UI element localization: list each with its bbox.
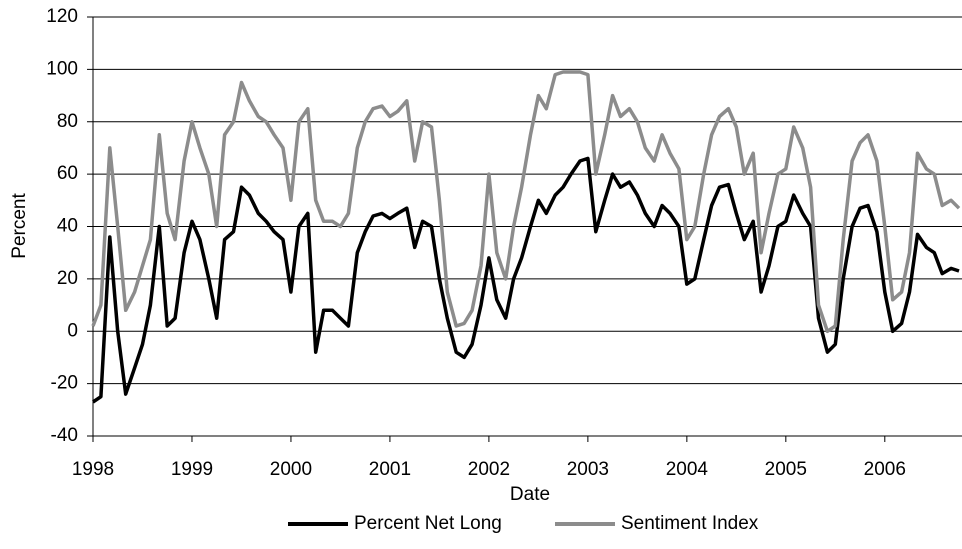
x-tick-label: 2005 xyxy=(765,459,807,480)
y-tick-label: 120 xyxy=(46,6,78,27)
legend-label: Sentiment Index xyxy=(621,513,759,534)
y-tick-label: 40 xyxy=(57,216,78,237)
y-tick-label: 0 xyxy=(67,320,78,341)
x-tick-label: 1998 xyxy=(72,459,114,480)
legend-label: Percent Net Long xyxy=(354,513,502,534)
y-tick-label: 80 xyxy=(57,111,78,132)
x-axis-label: Date xyxy=(510,484,550,505)
x-tick-label: 1999 xyxy=(171,459,213,480)
y-tick-label: 60 xyxy=(57,163,78,184)
x-tick-label: 2006 xyxy=(864,459,906,480)
x-tick-label: 2002 xyxy=(468,459,510,480)
x-tick-label: 2004 xyxy=(666,459,709,480)
y-tick-label: 20 xyxy=(57,268,78,289)
x-tick-label: 2001 xyxy=(369,459,411,480)
y-tick-label: -20 xyxy=(51,373,78,394)
y-tick-label: 100 xyxy=(46,58,78,79)
series-line xyxy=(91,70,961,334)
x-tick-label: 2003 xyxy=(567,459,609,480)
series-line xyxy=(92,156,960,404)
y-tick-label: -40 xyxy=(51,425,78,446)
x-tick-label: 2000 xyxy=(270,459,312,480)
y-axis-label: Percent xyxy=(9,193,30,259)
